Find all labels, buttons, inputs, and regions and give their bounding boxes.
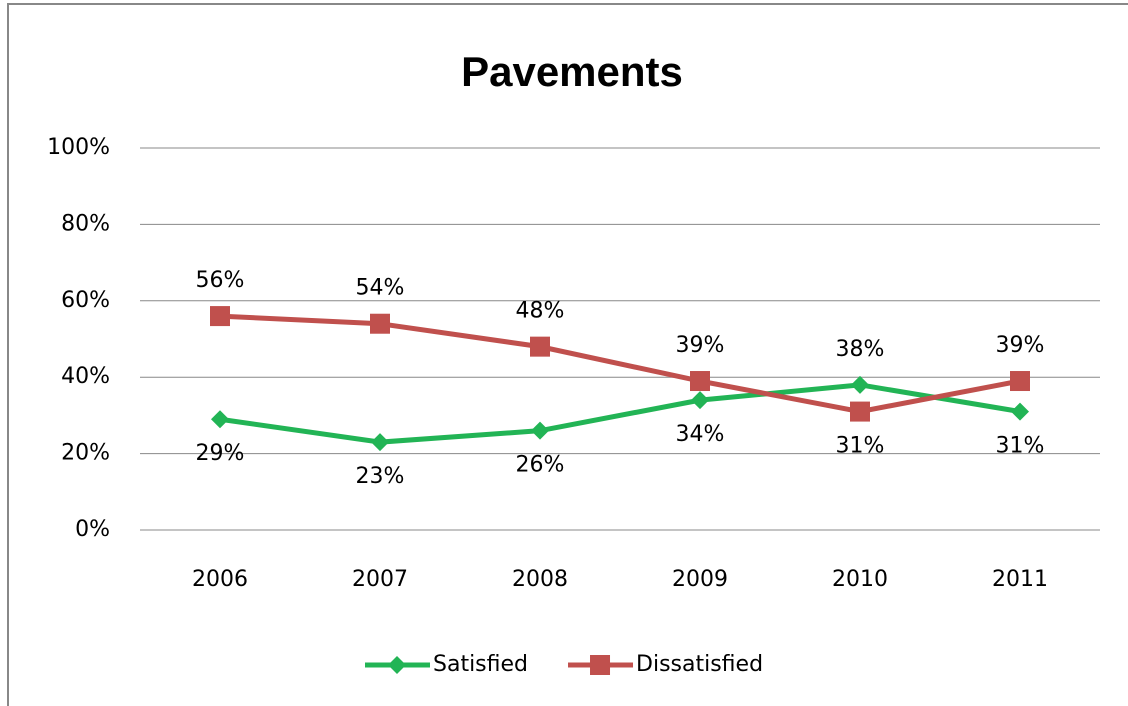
y-tick-label: 80% <box>61 211 110 236</box>
y-tick-label: 0% <box>75 517 110 542</box>
y-tick-label: 40% <box>61 364 110 389</box>
x-tick-label: 2006 <box>192 567 248 592</box>
data-label: 48% <box>516 299 565 324</box>
data-label: 39% <box>996 333 1045 358</box>
legend-label: Satisfied <box>433 652 528 677</box>
data-label: 26% <box>516 453 565 478</box>
data-point <box>211 410 229 429</box>
data-label: 39% <box>676 333 725 358</box>
data-point <box>210 306 230 327</box>
data-label: 38% <box>836 337 885 362</box>
x-tick-label: 2009 <box>672 567 728 592</box>
series-line <box>219 313 1021 415</box>
data-label: 56% <box>196 268 245 293</box>
chart-border <box>7 3 1128 706</box>
data-point <box>851 375 869 394</box>
data-point <box>1010 371 1030 392</box>
data-label: 29% <box>196 441 245 466</box>
data-label: 54% <box>356 276 405 301</box>
legend-label: Dissatisfied <box>636 652 763 677</box>
data-label: 34% <box>676 422 725 447</box>
legend-marker <box>388 656 406 674</box>
data-point <box>1011 402 1029 421</box>
chart-title: Pavements <box>461 48 683 95</box>
x-tick-label: 2011 <box>992 567 1048 592</box>
data-point <box>530 336 550 357</box>
data-point <box>691 391 709 410</box>
data-label: 31% <box>836 434 885 459</box>
data-point <box>370 313 390 334</box>
data-label: 31% <box>996 434 1045 459</box>
x-tick-label: 2007 <box>352 567 408 592</box>
legend-marker <box>590 655 611 675</box>
x-tick-label: 2010 <box>832 567 888 592</box>
series-line <box>219 382 1021 445</box>
data-point <box>371 433 389 452</box>
x-tick-label: 2008 <box>512 567 568 592</box>
data-point <box>850 401 870 422</box>
data-point <box>531 421 549 440</box>
y-tick-label: 60% <box>61 288 110 313</box>
data-point <box>690 371 710 392</box>
y-tick-label: 20% <box>61 441 110 466</box>
data-label: 23% <box>356 464 405 489</box>
y-tick-label: 100% <box>47 135 110 160</box>
